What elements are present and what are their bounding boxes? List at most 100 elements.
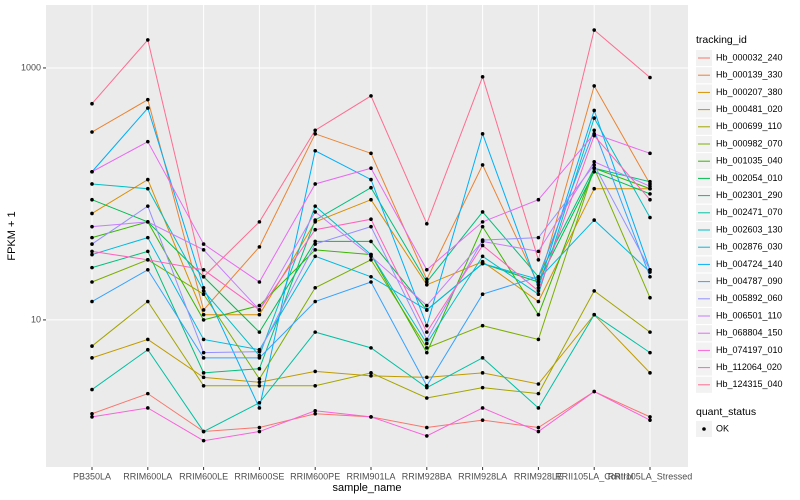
data-point [480, 239, 485, 244]
x-tick-label: RRIM600LE [179, 471, 228, 481]
legend-label: Hb_004787_090 [716, 276, 783, 286]
legend-label: Hb_000982_070 [716, 138, 783, 148]
data-point [146, 186, 150, 191]
data-point [536, 235, 541, 240]
data-point [90, 169, 94, 174]
data-point [257, 245, 262, 249]
data-point [592, 116, 596, 120]
data-point [313, 254, 318, 259]
data-point [592, 163, 596, 167]
data-point [90, 130, 94, 134]
data-point [90, 197, 94, 202]
legend-point [702, 427, 706, 431]
data-point [313, 299, 318, 304]
data-point [480, 220, 485, 224]
x-tick-label: RRIM600PE [290, 471, 340, 481]
legend-label: Hb_006501_110 [716, 310, 782, 320]
data-point [536, 406, 541, 410]
data-point [201, 383, 206, 388]
data-point [257, 429, 262, 434]
data-point [146, 177, 150, 182]
data-point [146, 97, 150, 102]
data-point [592, 166, 596, 171]
data-point [369, 280, 373, 284]
data-point [313, 369, 318, 374]
data-point [201, 248, 206, 252]
data-point [146, 38, 150, 42]
data-point [480, 292, 485, 297]
legend-label: Hb_000699_110 [716, 121, 782, 131]
data-point [648, 371, 652, 375]
x-tick-label: RRIM600LA [123, 471, 172, 481]
data-point [648, 215, 652, 220]
data-point [592, 133, 596, 138]
data-point [536, 289, 541, 293]
data-point [648, 295, 652, 300]
data-point [480, 323, 485, 328]
data-point [425, 375, 429, 380]
legend-label: Hb_000032_240 [716, 52, 783, 62]
data-point [313, 210, 318, 214]
data-point [146, 406, 150, 410]
data-point [425, 267, 429, 272]
legend-label: Hb_068804_150 [716, 328, 783, 338]
x-axis-title: sample_name [332, 482, 401, 494]
data-point [313, 148, 318, 153]
data-point [648, 267, 652, 272]
data-point [425, 282, 429, 287]
data-point [592, 218, 596, 222]
data-point [257, 406, 262, 410]
data-point [480, 261, 485, 266]
data-point [90, 280, 94, 284]
data-point [201, 375, 206, 380]
data-point [313, 242, 318, 246]
data-point [90, 387, 94, 392]
data-point [201, 285, 206, 290]
data-point [480, 254, 485, 259]
data-point [369, 374, 373, 378]
data-point [257, 349, 262, 354]
data-point [90, 415, 94, 419]
data-point [257, 303, 262, 308]
data-point [369, 197, 373, 202]
data-point [480, 406, 485, 410]
data-point [257, 425, 262, 430]
data-point [648, 75, 652, 80]
data-point [369, 346, 373, 350]
data-point [313, 383, 318, 388]
panel [46, 5, 688, 467]
data-point [592, 389, 596, 394]
data-point [146, 220, 150, 224]
legend-label: Hb_000207_380 [716, 87, 783, 97]
y-tick-label: 10 [31, 314, 41, 324]
data-point [90, 411, 94, 416]
data-point [369, 151, 373, 156]
data-point [592, 169, 596, 174]
data-point [425, 434, 429, 438]
data-point [536, 312, 541, 317]
data-point [146, 106, 150, 110]
data-point [425, 221, 429, 226]
data-point [146, 299, 150, 304]
data-point [480, 356, 485, 360]
data-point [648, 184, 652, 189]
data-point [201, 356, 206, 360]
data-point [369, 177, 373, 182]
data-point [201, 438, 206, 443]
x-tick-label: RRII105LA_Stressed [608, 471, 693, 481]
data-point [369, 415, 373, 419]
data-point [480, 418, 485, 422]
legend-label: Hb_002471_070 [716, 207, 783, 217]
data-point [90, 299, 94, 304]
data-point [257, 356, 262, 360]
data-point [480, 385, 485, 390]
data-point [536, 277, 541, 282]
data-point [369, 258, 373, 262]
data-point [146, 337, 150, 342]
data-point [369, 254, 373, 259]
data-point [257, 380, 262, 385]
data-point [257, 220, 262, 224]
data-point [257, 366, 262, 371]
data-point [257, 308, 262, 312]
data-point [648, 350, 652, 355]
